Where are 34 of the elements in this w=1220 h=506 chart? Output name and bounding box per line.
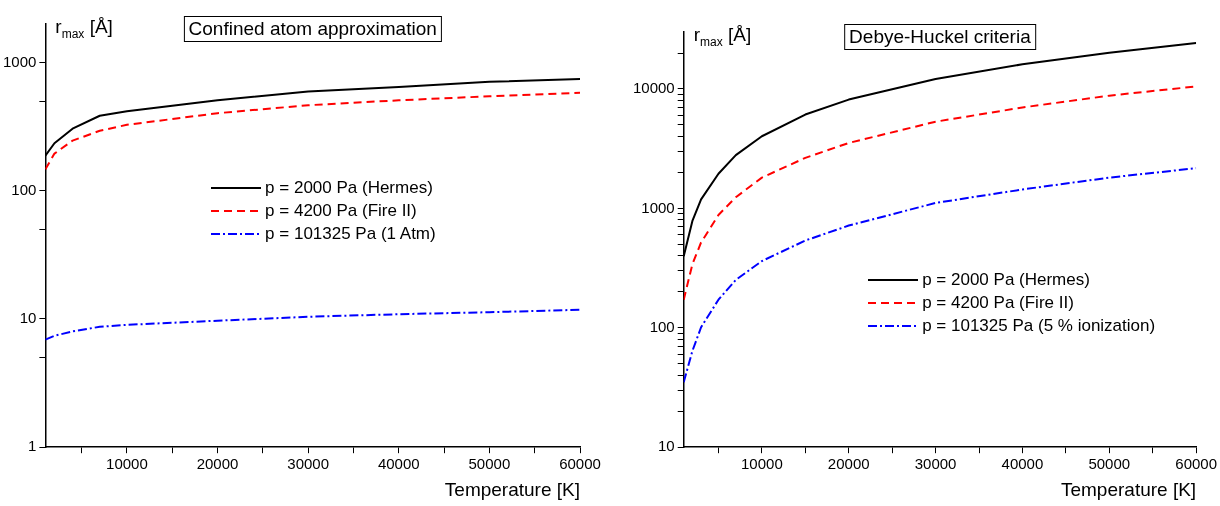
x-axis-title: Temperature [K] [444, 478, 580, 500]
y-tick-label: 100 [11, 180, 37, 198]
y-tick-label: 10000 [632, 79, 675, 97]
y-axis-title: r$_{max}$ [Å] [55, 16, 113, 41]
legend-label: p = 101325 Pa (1 Atm) [265, 223, 436, 244]
legend-label: p = 4200 Pa (Fire II) [922, 293, 1074, 314]
y-tick-label: 1000 [2, 52, 37, 70]
x-tick-label: 30000 [914, 455, 957, 473]
x-axis-title: Temperature [K] [1060, 478, 1197, 500]
line-series [45, 308, 580, 341]
y-tick-label: 1000 [641, 198, 675, 216]
x-tick-label: 40000 [377, 455, 420, 473]
x-tick-label: 50000 [468, 455, 511, 473]
y-axis-title: r$_{max}$ [Å] [693, 24, 752, 49]
x-tick-label: 10000 [106, 455, 148, 473]
y-tick-label: 1 [28, 437, 37, 455]
y-tick-label: 100 [649, 317, 675, 335]
y-tick-label: 10 [658, 437, 675, 455]
y-tick-label: 10 [19, 309, 37, 327]
legend-label: p = 4200 Pa (Fire II) [265, 200, 417, 221]
x-tick-label: 20000 [827, 455, 870, 473]
x-tick-label: 20000 [196, 455, 239, 473]
x-tick-label: 50000 [1088, 455, 1131, 473]
legend-label: p = 2000 Pa (Hermes) [922, 270, 1090, 291]
legend-label: p = 2000 Pa (Hermes) [265, 177, 433, 198]
chart-title: Debye-Huckel criteria [844, 24, 1036, 50]
x-tick-label: 40000 [1001, 455, 1044, 473]
x-tick-label: 10000 [741, 455, 783, 473]
legend-label: p = 101325 Pa (5 % ionization) [922, 316, 1156, 337]
x-tick-label: 60000 [559, 455, 601, 473]
x-tick-label: 60000 [1175, 455, 1217, 473]
chart-title: Confined atom approximation [183, 16, 442, 42]
line-series [45, 91, 580, 171]
x-tick-label: 30000 [287, 455, 330, 473]
